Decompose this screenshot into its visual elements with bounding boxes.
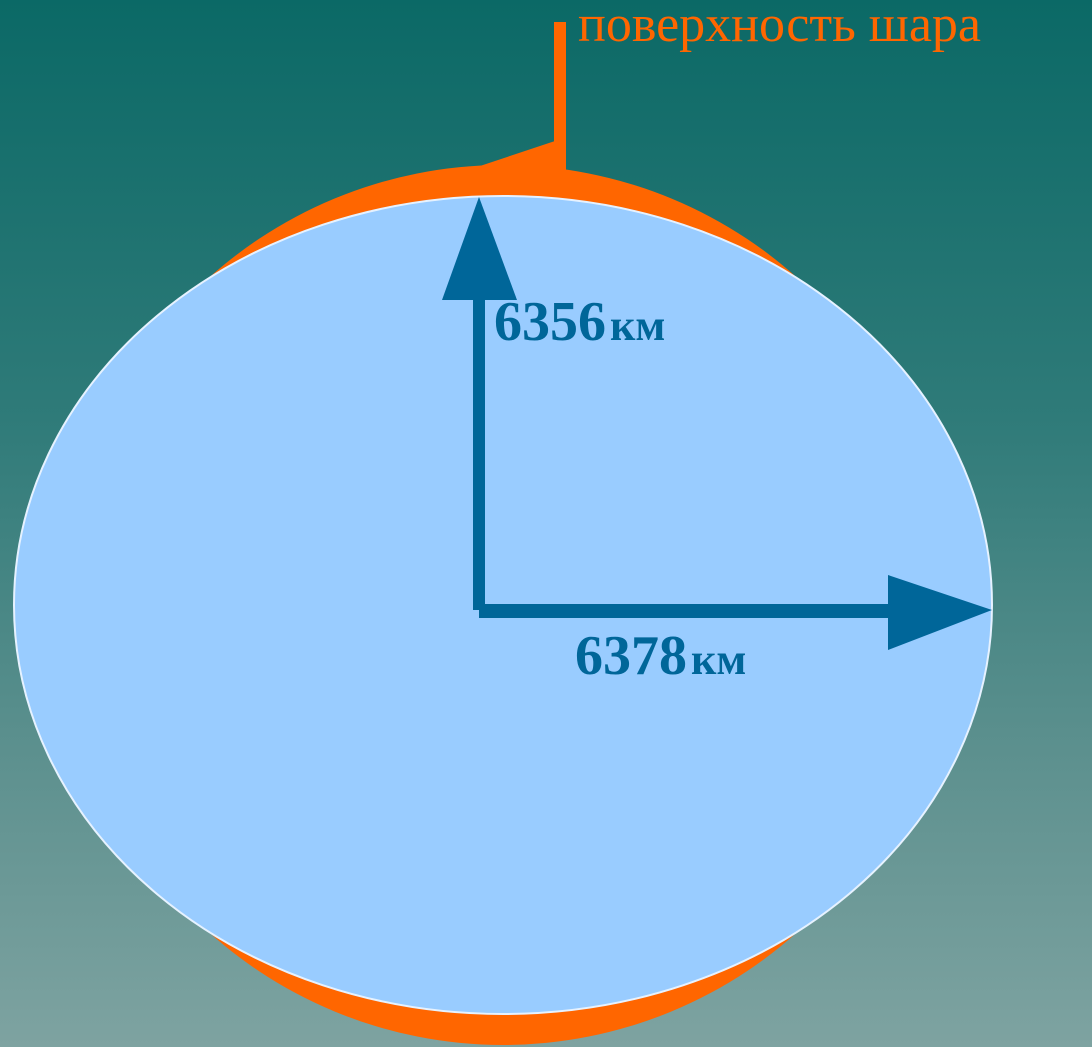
equatorial-radius-value: 6378 xyxy=(575,625,687,687)
equatorial-radius-label: 6378 км xyxy=(575,628,746,684)
polar-radius-arrow xyxy=(442,197,517,610)
polar-radius-label: 6356 км xyxy=(494,294,665,350)
equatorial-radius-arrow xyxy=(479,575,992,650)
surface-pointer xyxy=(480,22,566,172)
polar-radius-unit: км xyxy=(610,301,666,350)
sphere-surface-label: поверхность шара xyxy=(578,0,981,53)
polar-radius-value: 6356 xyxy=(494,291,606,353)
equatorial-radius-unit: км xyxy=(691,635,747,684)
